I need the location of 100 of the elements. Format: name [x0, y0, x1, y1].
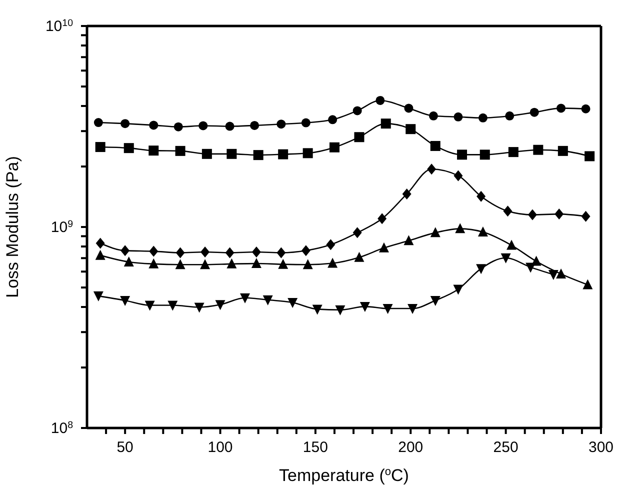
point: [168, 300, 178, 311]
point: [95, 142, 106, 152]
point: [278, 258, 288, 269]
point: [382, 304, 393, 314]
point: [149, 246, 158, 257]
point: [120, 296, 130, 306]
point: [200, 259, 210, 270]
point: [404, 104, 414, 113]
point: [124, 256, 134, 266]
point: [380, 118, 391, 129]
point: [124, 143, 134, 154]
point: [427, 164, 436, 175]
point: [508, 147, 518, 158]
point: [352, 227, 362, 238]
point: [262, 295, 273, 306]
point: [402, 188, 412, 200]
point: [120, 119, 130, 128]
point: [326, 239, 336, 250]
point: [276, 247, 286, 258]
point: [251, 258, 262, 268]
point: [454, 170, 463, 182]
point: [329, 142, 340, 152]
point: [360, 302, 370, 312]
point: [528, 209, 537, 220]
point: [530, 108, 539, 117]
point: [226, 258, 237, 268]
point: [301, 118, 310, 128]
point: [301, 245, 310, 256]
point: [148, 258, 159, 268]
point: [478, 226, 488, 237]
point: [455, 223, 466, 234]
point: [240, 293, 250, 304]
point: [526, 262, 536, 273]
point: [476, 264, 486, 274]
point: [480, 150, 490, 160]
point: [226, 148, 237, 159]
x-tick-label: 200: [398, 439, 424, 456]
point: [94, 118, 103, 128]
point: [430, 140, 440, 151]
x-tick-label: 100: [208, 439, 233, 456]
point: [93, 291, 104, 302]
point: [302, 148, 313, 158]
point: [581, 210, 590, 222]
point: [556, 268, 566, 278]
point: [378, 242, 389, 252]
point: [328, 258, 338, 268]
x-axis-title: Temperature ($^{o}$C): [279, 466, 409, 485]
point: [354, 252, 364, 262]
point: [457, 150, 468, 160]
point: [302, 259, 313, 270]
point: [454, 112, 463, 122]
point: [505, 111, 514, 120]
point: [428, 111, 438, 120]
point: [503, 206, 512, 217]
point: [335, 305, 346, 316]
point: [478, 113, 488, 122]
x-tick-label: 300: [588, 439, 614, 456]
point: [175, 146, 186, 156]
point: [500, 253, 511, 264]
point: [378, 213, 387, 224]
point: [430, 227, 440, 238]
point: [533, 144, 544, 155]
point: [430, 296, 440, 306]
point: [352, 106, 362, 116]
point: [278, 149, 288, 160]
point: [506, 240, 517, 250]
y-tick-label: 10$^{9}$: [50, 218, 73, 236]
point: [404, 235, 414, 246]
point: [328, 115, 338, 124]
point: [215, 300, 226, 310]
point: [376, 96, 385, 105]
x-tick-label: 150: [302, 439, 328, 456]
point: [584, 151, 595, 162]
point: [556, 104, 566, 113]
y-tick-label: 10$^{8}$: [50, 420, 73, 437]
point: [408, 304, 418, 314]
point: [200, 246, 210, 258]
point: [149, 120, 158, 130]
point: [250, 120, 260, 130]
point: [144, 300, 155, 311]
point: [582, 279, 593, 290]
point: [276, 120, 286, 129]
point: [120, 245, 130, 256]
x-tick-label: 50: [116, 439, 134, 456]
point: [175, 259, 186, 270]
point: [548, 270, 558, 280]
point: [558, 146, 568, 156]
point: [176, 247, 185, 258]
point: [202, 148, 212, 159]
point: [406, 124, 416, 134]
point: [174, 122, 183, 132]
point: [312, 304, 322, 315]
point: [476, 190, 486, 202]
point: [194, 302, 204, 313]
point: [253, 150, 264, 160]
point: [288, 298, 298, 308]
point: [453, 284, 464, 295]
y-axis-title: Loss Modulus (Pa): [3, 156, 22, 298]
point: [581, 104, 590, 114]
point: [225, 247, 234, 258]
